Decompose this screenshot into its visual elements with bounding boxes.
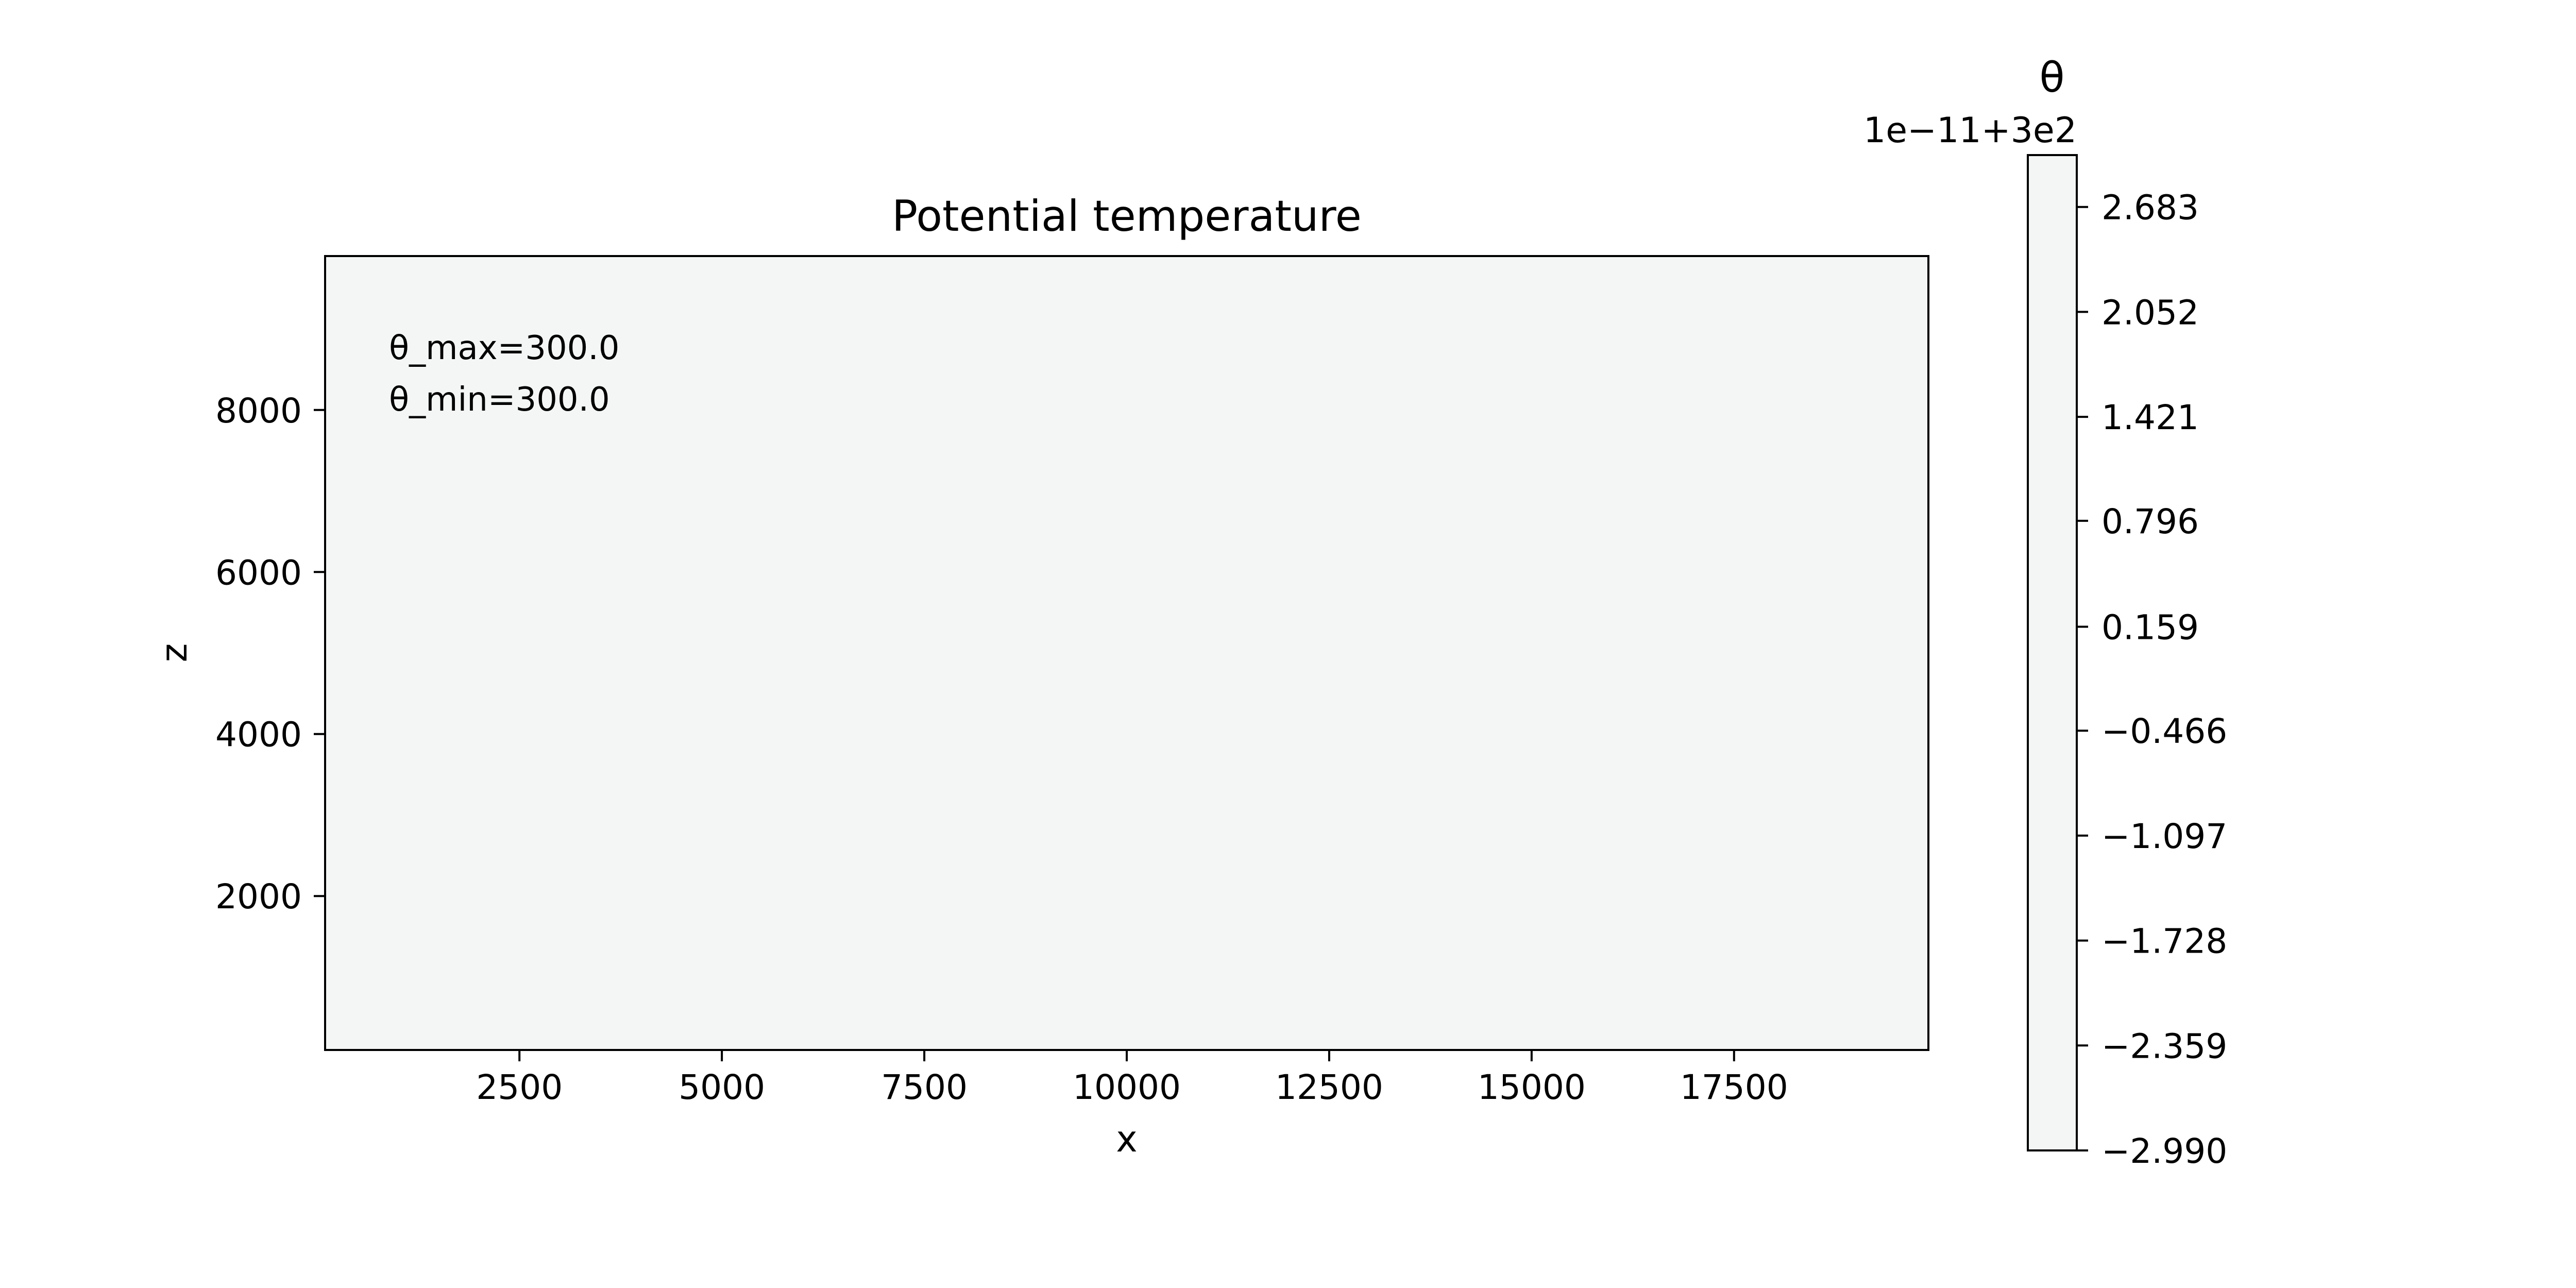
x-tick-label: 12500	[1275, 1067, 1383, 1107]
x-tick-label: 10000	[1073, 1067, 1181, 1107]
colorbar-tick-label: −2.359	[2102, 1026, 2227, 1066]
x-tick-label: 7500	[881, 1067, 968, 1107]
chart-title: Potential temperature	[892, 191, 1362, 241]
plot-frame	[324, 255, 1929, 1051]
y-tick-label: 4000	[215, 715, 302, 755]
colorbar-tick-label: −0.466	[2102, 711, 2227, 751]
colorbar-tick-label: 2.683	[2102, 188, 2199, 228]
x-tick-label: 17500	[1680, 1067, 1788, 1107]
x-tick-label: 2500	[476, 1067, 563, 1107]
colorbar-offset-text: 1e−11+3e2	[1863, 110, 2077, 151]
theta-min-annotation: θ_min=300.0	[389, 381, 610, 419]
colorbar-tick-label: 0.159	[2102, 607, 2199, 647]
y-tick-label: 2000	[215, 877, 302, 917]
colorbar-fill	[2028, 155, 2077, 1150]
x-axis-label: x	[1116, 1118, 1137, 1160]
colorbar-tick-label: −1.728	[2102, 922, 2227, 961]
colorbar-label: θ	[2040, 54, 2065, 101]
colorbar-tick-label: −1.097	[2102, 817, 2227, 856]
y-tick-label: 6000	[215, 553, 302, 592]
colorbar-ticks: 2.683 2.052 1.421 0.796 0.159 −0.466 −1.097 −1.…	[2077, 188, 2227, 1171]
y-axis-label: z	[153, 643, 195, 663]
colorbar-tick-label: 1.421	[2102, 398, 2199, 437]
colorbar-tick-label: −2.990	[2102, 1131, 2227, 1171]
colorbar-tick-label: 0.796	[2102, 502, 2199, 541]
y-tick-label: 8000	[215, 391, 302, 431]
colorbar-frame	[2027, 154, 2078, 1151]
x-tick-label: 15000	[1478, 1067, 1586, 1107]
x-axis-ticks: 2500 5000 7500 10000 12500 15000 17500	[476, 1050, 1788, 1107]
colorbar-tick-label: 2.052	[2102, 293, 2199, 332]
y-axis-ticks: 2000 4000 6000 8000	[215, 391, 325, 917]
theta-max-annotation: θ_max=300.0	[389, 329, 619, 367]
x-tick-label: 5000	[679, 1067, 765, 1107]
field-heatmap	[325, 256, 1928, 1050]
